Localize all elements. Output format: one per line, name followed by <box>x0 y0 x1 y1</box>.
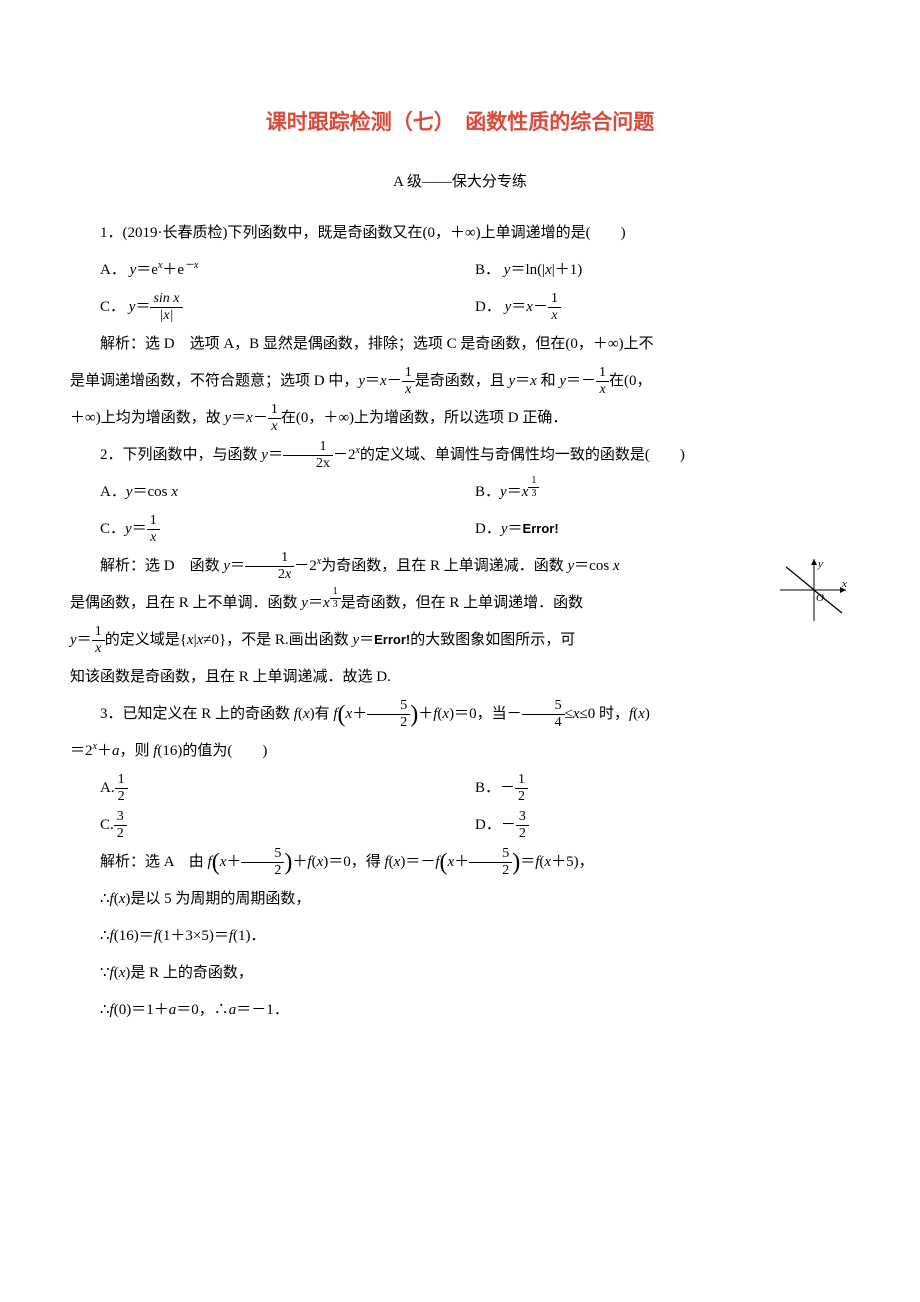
q1-options-row2: C． y＝sin x|x| D． y＝x－1x <box>100 291 850 324</box>
q2-optC: C．y＝1x <box>100 513 475 546</box>
q2-analysis1: 解析：选 D 函数 y＝12x－2x为奇函数，且在 R 上单调递减．函数 y＝c… <box>70 550 850 583</box>
q2-optB: B．y＝x13 <box>475 476 850 509</box>
q2-text: 2．下列函数中，与函数 y＝12x－2x的定义域、单调性与奇偶性均一致的函数是(… <box>70 439 850 472</box>
q3-analysis3: ∴f(16)＝f(1＋3×5)＝f(1)． <box>70 920 850 953</box>
q3-analysis2: ∴f(x)是以 5 为周期的周期函数， <box>70 883 850 916</box>
svg-text:y: y <box>817 558 823 570</box>
q3-options-row2: C.32 D．－32 <box>100 809 850 842</box>
q2-analysis4: 知该函数是奇函数，且在 R 上单调递减．故选 D. <box>70 661 850 694</box>
q2-analysis2: 是偶函数，且在 R 上不单调．函数 y＝x13是奇函数，但在 R 上单调递增．函… <box>70 587 850 620</box>
svg-text:x: x <box>841 578 847 590</box>
q1-optC: C． y＝sin x|x| <box>100 291 475 324</box>
q1-optD: D． y＝x－1x <box>475 291 850 324</box>
subtitle: A 级——保大分专练 <box>70 166 850 199</box>
q3-analysis4: ∵f(x)是 R 上的奇函数， <box>70 957 850 990</box>
q1-analysis2: 是单调递增函数，不符合题意；选项 D 中，y＝x－1x是奇函数，且 y＝x 和 … <box>70 365 850 398</box>
q1-optB: B． y＝ln(|x|＋1) <box>475 254 850 287</box>
q1-analysis3: ＋∞)上均为增函数，故 y＝x－1x在(0，＋∞)上为增函数，所以选项 D 正确… <box>70 402 850 435</box>
q2-options-row1: A．y＝cos x B．y＝x13 <box>100 476 850 509</box>
q3-optC: C.32 <box>100 809 475 842</box>
q3-optD: D．－32 <box>475 809 850 842</box>
q3-optB: B．－12 <box>475 772 850 805</box>
q3-line2: ＝2x＋a，则 f(16)的值为( ) <box>70 735 850 768</box>
q1-options-row1: A． y＝ex＋e－x B． y＝ln(|x|＋1) <box>100 254 850 287</box>
page-title: 课时跟踪检测（七） 函数性质的综合问题 <box>70 100 850 146</box>
q3-optA: A.12 <box>100 772 475 805</box>
q3-analysis5: ∴f(0)＝1＋a＝0，∴a＝－1． <box>70 994 850 1027</box>
q3-analysis1: 解析：选 A 由 f(x＋52)＋f(x)＝0，得 f(x)＝－f(x＋52)＝… <box>70 846 850 879</box>
q2-analysis3: y＝1x的定义域是{x|x≠0}，不是 R.画出函数 y＝Error!的大致图象… <box>70 624 850 657</box>
q2-options-row2: C．y＝1x D．y＝Error! <box>100 513 850 546</box>
q1-analysis1: 解析：选 D 选项 A，B 显然是偶函数，排除；选项 C 是奇函数，但在(0，＋… <box>70 328 850 361</box>
q2-optA: A．y＝cos x <box>100 476 475 509</box>
q2-optD: D．y＝Error! <box>475 513 850 546</box>
q1-text: 1．(2019·长春质检)下列函数中，既是奇函数又在(0，＋∞)上单调递增的是(… <box>70 217 850 250</box>
q1-optA: A． y＝ex＋e－x <box>100 254 475 287</box>
q3-text: 3．已知定义在 R 上的奇函数 f(x)有 f(x＋52)＋f(x)＝0，当－5… <box>70 698 850 731</box>
q3-options-row1: A.12 B．－12 <box>100 772 850 805</box>
q2-graph: x y O <box>778 555 850 625</box>
